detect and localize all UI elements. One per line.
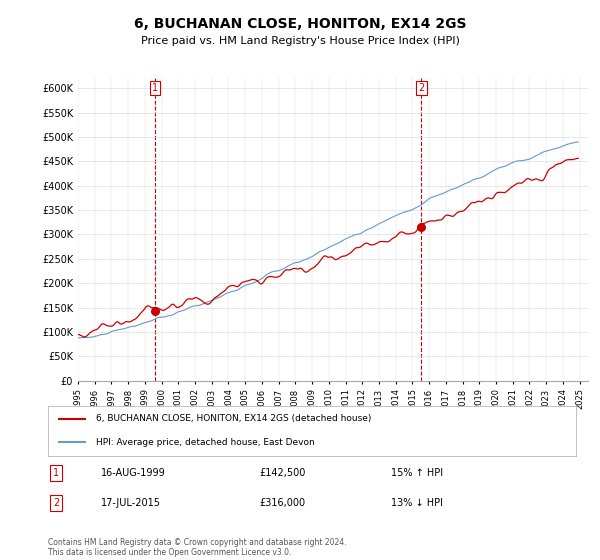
Text: 17-JUL-2015: 17-JUL-2015	[101, 498, 161, 508]
Text: 6, BUCHANAN CLOSE, HONITON, EX14 2GS (detached house): 6, BUCHANAN CLOSE, HONITON, EX14 2GS (de…	[95, 414, 371, 423]
Text: 1: 1	[152, 83, 158, 93]
Text: 6, BUCHANAN CLOSE, HONITON, EX14 2GS: 6, BUCHANAN CLOSE, HONITON, EX14 2GS	[134, 17, 466, 31]
Text: 13% ↓ HPI: 13% ↓ HPI	[391, 498, 443, 508]
Text: 2: 2	[53, 498, 59, 508]
Point	[151, 307, 160, 316]
Text: £142,500: £142,500	[259, 468, 305, 478]
Text: Price paid vs. HM Land Registry's House Price Index (HPI): Price paid vs. HM Land Registry's House …	[140, 36, 460, 46]
Text: 15% ↑ HPI: 15% ↑ HPI	[391, 468, 443, 478]
Point	[416, 222, 426, 231]
Text: 2: 2	[418, 83, 425, 93]
Text: 16-AUG-1999: 16-AUG-1999	[101, 468, 166, 478]
Text: HPI: Average price, detached house, East Devon: HPI: Average price, detached house, East…	[95, 438, 314, 447]
Text: £316,000: £316,000	[259, 498, 305, 508]
Text: Contains HM Land Registry data © Crown copyright and database right 2024.
This d: Contains HM Land Registry data © Crown c…	[48, 538, 347, 557]
Text: 1: 1	[53, 468, 59, 478]
